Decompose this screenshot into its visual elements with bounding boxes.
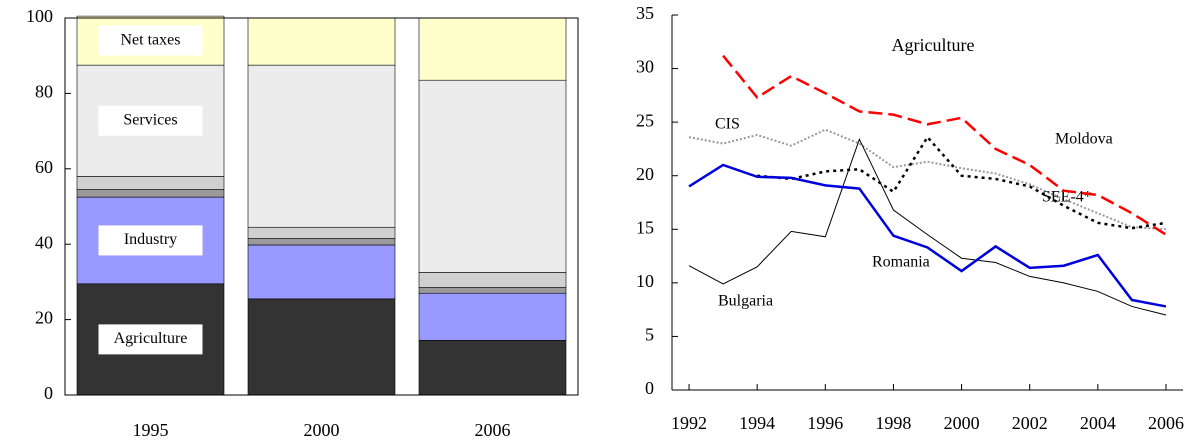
label-box bbox=[98, 25, 203, 56]
y-tick-label: 0 bbox=[44, 383, 53, 403]
y-tick-label: 30 bbox=[636, 57, 654, 77]
x-tick-label: 1994 bbox=[739, 413, 775, 433]
x-tick-label: 2002 bbox=[1012, 413, 1048, 433]
x-tick-label: 1998 bbox=[875, 413, 911, 433]
series-line bbox=[688, 128, 1167, 231]
y-tick-label: 10 bbox=[636, 271, 654, 291]
y-tick-label: 100 bbox=[26, 6, 53, 26]
x-tick-label: 1996 bbox=[807, 413, 843, 433]
y-tick-label: 80 bbox=[35, 82, 53, 102]
x-tick-label: 1992 bbox=[671, 413, 707, 433]
y-tick-label: 40 bbox=[35, 232, 53, 252]
segment-label: Industry bbox=[124, 231, 177, 248]
bar-segment bbox=[418, 17, 567, 81]
series-line bbox=[688, 137, 1167, 316]
bar-segment bbox=[76, 176, 225, 190]
segment-label: Services bbox=[123, 111, 177, 128]
bar-segment bbox=[247, 244, 396, 300]
label-box bbox=[98, 105, 203, 136]
label-box bbox=[98, 324, 203, 355]
y-tick-label: 35 bbox=[636, 3, 654, 23]
series-label: Romania bbox=[872, 254, 930, 271]
bar-segment bbox=[418, 287, 567, 294]
series-label: Moldova bbox=[1055, 131, 1113, 148]
bar-segment bbox=[76, 189, 225, 198]
bar-segment bbox=[418, 340, 567, 396]
bar-segment bbox=[418, 292, 567, 341]
x-tick-label: 2000 bbox=[944, 413, 980, 433]
series-line bbox=[688, 163, 1167, 308]
x-tick-label: 2006 bbox=[1148, 413, 1184, 433]
segment-label: Agriculture bbox=[114, 330, 188, 347]
y-tick-label: 5 bbox=[645, 325, 654, 345]
chart-title: Agriculture bbox=[892, 35, 975, 55]
y-tick-label: 15 bbox=[636, 217, 654, 237]
series-label: CIS bbox=[715, 116, 740, 133]
series-line bbox=[722, 54, 1167, 236]
series-label: SEE-4* bbox=[1042, 189, 1092, 206]
x-tick-label: 1995 bbox=[133, 420, 169, 440]
bar-segment bbox=[247, 238, 396, 246]
label-box bbox=[98, 225, 203, 256]
series-label: Bulgaria bbox=[718, 293, 773, 310]
bar-segment bbox=[247, 17, 396, 66]
series-line bbox=[757, 135, 1167, 230]
y-tick-label: 20 bbox=[35, 308, 53, 328]
y-tick-label: 0 bbox=[645, 378, 654, 398]
x-tick-label: 2004 bbox=[1080, 413, 1116, 433]
y-tick-label: 25 bbox=[636, 110, 654, 130]
bar-segment bbox=[247, 226, 396, 239]
y-tick-label: 60 bbox=[35, 157, 53, 177]
segment-label: Net taxes bbox=[121, 31, 181, 48]
y-tick-label: 20 bbox=[636, 164, 654, 184]
bar-segment bbox=[418, 79, 567, 273]
bar-segment bbox=[418, 272, 567, 288]
bar-segment bbox=[247, 298, 396, 396]
x-tick-label: 2006 bbox=[475, 420, 511, 440]
plot-frame bbox=[64, 17, 579, 396]
x-tick-label: 2000 bbox=[304, 420, 340, 440]
bar-segment bbox=[247, 64, 396, 228]
